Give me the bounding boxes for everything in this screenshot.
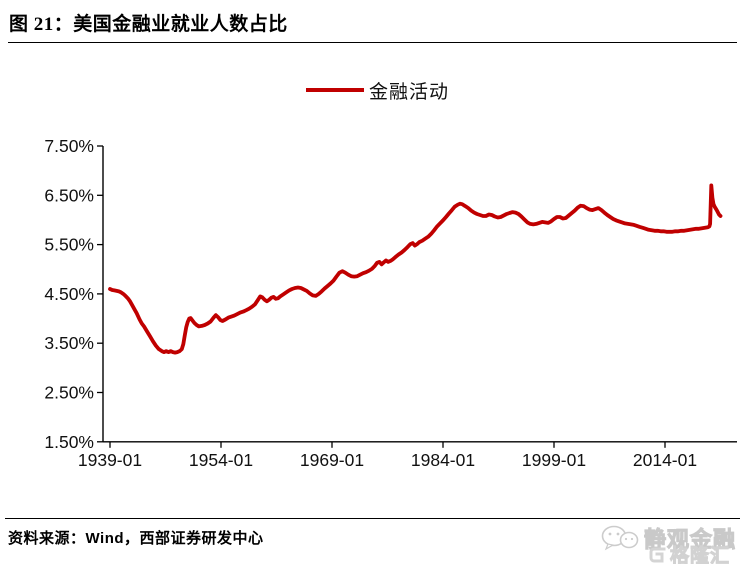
source-vendor: Wind (85, 530, 125, 547)
source-rest: ，西部证券研发中心 (124, 531, 264, 547)
title-divider (8, 42, 737, 43)
watermark-logo-text: 格隆汇 (669, 546, 731, 564)
watermark: 静观金融 格隆汇 (600, 520, 745, 564)
footer-divider (5, 518, 740, 519)
figure-title: 图 21：美国金融业就业人数占比 (9, 14, 288, 35)
y-tick-label: 1.50% (44, 432, 94, 452)
source-note: 资料来源：Wind，西部证券研发中心 (8, 527, 264, 548)
x-tick-label: 1999-01 (522, 450, 586, 470)
x-tick-label: 2014-01 (633, 450, 697, 470)
x-tick-label: 1969-01 (300, 450, 364, 470)
y-tick-label: 5.50% (44, 235, 94, 255)
y-tick-label: 4.50% (44, 284, 94, 304)
y-tick-label: 7.50% (44, 136, 94, 156)
wechat-bubbles-icon (601, 525, 639, 551)
y-tick-label: 2.50% (44, 383, 94, 403)
watermark-logo: 格隆汇 (648, 541, 730, 564)
series-line (108, 183, 723, 355)
x-tick-label: 1939-01 (78, 450, 142, 470)
x-tick-label: 1984-01 (411, 450, 475, 470)
source-label: 资料来源： (8, 531, 86, 547)
gelonghui-g-icon (649, 547, 666, 562)
y-tick-label: 3.50% (44, 333, 94, 353)
x-tick-label: 1954-01 (189, 450, 253, 470)
legend-label: 金融活动 (369, 81, 450, 103)
y-tick-label: 6.50% (44, 185, 94, 205)
legend-line-swatch (306, 88, 364, 92)
chart-legend: 金融活动 (306, 77, 449, 103)
